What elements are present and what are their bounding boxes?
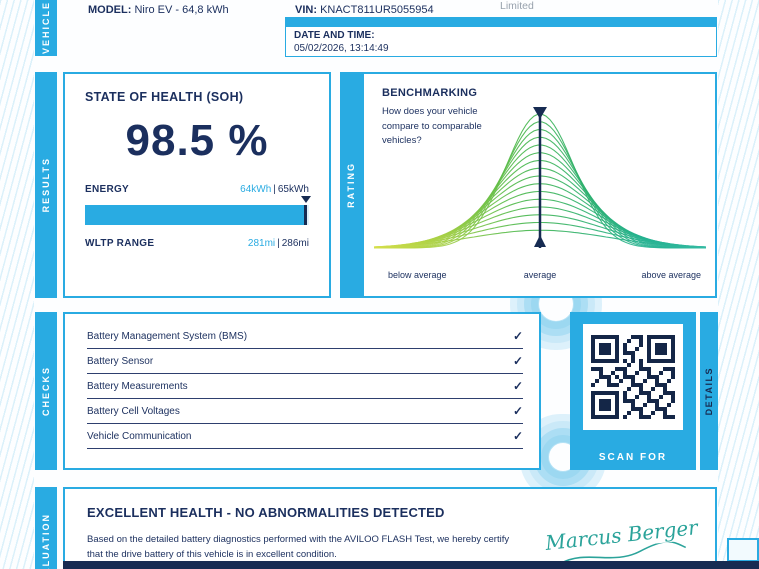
section-label-rating: RATING xyxy=(346,162,356,208)
wltp-max: 286mi xyxy=(281,238,309,249)
soh-card: STATE OF HEALTH (SOH) 98.5 % ENERGY 64kW… xyxy=(63,72,331,298)
signature: Marcus Berger xyxy=(544,515,701,569)
qr-code xyxy=(591,335,675,419)
axis-label-average: average xyxy=(523,270,557,280)
check-row: Vehicle Communication ✓ xyxy=(87,424,523,449)
benchmarking-subtitle-line: How does your vehicle xyxy=(382,106,478,117)
corner-stamp xyxy=(727,538,759,562)
qr-block: SCAN FOR xyxy=(570,312,696,470)
energy-row: ENERGY 64kWh | 65kWh xyxy=(85,184,309,195)
check-label: Battery Cell Voltages xyxy=(87,405,180,417)
check-row: Battery Management System (BMS) ✓ xyxy=(87,324,523,349)
footer-strip xyxy=(63,561,759,569)
section-label-vehicle: VEHICLE xyxy=(41,1,51,55)
check-icon: ✓ xyxy=(512,329,523,343)
checks-card: Battery Management System (BMS) ✓ Batter… xyxy=(63,312,541,470)
check-icon: ✓ xyxy=(512,429,523,443)
date-accent-strip xyxy=(285,17,717,26)
soh-value: 98.5 % xyxy=(125,116,269,165)
evaluation-heading: EXCELLENT HEALTH - NO ABNORMALITIES DETE… xyxy=(87,505,445,520)
wltp-current: 281mi xyxy=(247,238,276,249)
section-bar-vehicle: VEHICLE xyxy=(35,0,57,56)
soh-title: STATE OF HEALTH (SOH) xyxy=(85,90,244,104)
axis-label-below-average: below average xyxy=(388,270,447,280)
wltp-label: WLTP RANGE xyxy=(85,238,155,249)
benchmarking-title: BENCHMARKING xyxy=(382,87,478,99)
partner-name-suffix: Limited xyxy=(500,0,534,12)
soh-bar-fill xyxy=(85,205,306,225)
date-time-box: DATE AND TIME: 05/02/2026, 13:14:49 xyxy=(285,26,717,57)
section-bar-details: DETAILS xyxy=(700,312,718,470)
datetime-value: 05/02/2026, 13:14:49 xyxy=(294,43,389,54)
wltp-values: 281mi | 286mi xyxy=(248,238,309,249)
check-icon: ✓ xyxy=(512,379,523,393)
vin-label: VIN: xyxy=(295,4,317,16)
check-row: Battery Measurements ✓ xyxy=(87,374,523,399)
benchmark-curve xyxy=(373,107,707,249)
wltp-separator: | xyxy=(277,238,280,249)
axis-label-above-average: above average xyxy=(641,270,701,280)
energy-current: 64kWh xyxy=(240,184,272,195)
energy-values: 64kWh | 65kWh xyxy=(240,184,309,195)
check-row: Battery Cell Voltages ✓ xyxy=(87,399,523,424)
qr-frame xyxy=(583,324,683,430)
details-label: DETAILS xyxy=(704,366,714,416)
average-marker xyxy=(533,107,547,248)
energy-separator: | xyxy=(273,184,276,195)
evaluation-body: Based on the detailed battery diagnostic… xyxy=(87,534,510,560)
benchmarking-subtitle-line: vehicles? xyxy=(382,135,422,147)
soh-bar-marker-line xyxy=(303,205,307,225)
datetime-label: DATE AND TIME: xyxy=(294,30,375,41)
wltp-row: WLTP RANGE 281mi | 286mi xyxy=(85,238,309,249)
model-label: MODEL: xyxy=(88,4,132,16)
energy-label: ENERGY xyxy=(85,184,130,195)
benchmarking-subtitle: How does your vehicle compare to compara… xyxy=(382,105,482,149)
benchmarking-subtitle-line: compare to comparable xyxy=(382,120,482,132)
check-icon: ✓ xyxy=(512,354,523,368)
evaluation-card: EXCELLENT HEALTH - NO ABNORMALITIES DETE… xyxy=(63,487,717,569)
section-bar-results: RESULTS xyxy=(35,72,57,298)
check-icon: ✓ xyxy=(512,404,523,418)
check-label: Battery Sensor xyxy=(87,355,154,367)
vin-line: VIN: KNACT811UR5055954 xyxy=(295,4,434,16)
check-label: Vehicle Communication xyxy=(87,430,192,442)
scan-for-label: SCAN FOR xyxy=(598,452,668,463)
section-bar-rating: RATING xyxy=(340,72,362,298)
check-label: Battery Management System (BMS) xyxy=(87,330,248,342)
wave-pattern-left xyxy=(0,0,34,569)
section-label-evaluation: EVALUATION xyxy=(41,513,51,569)
benchmarking-card: BENCHMARKING How does your vehicle compa… xyxy=(362,72,717,298)
check-row: Battery Sensor ✓ xyxy=(87,349,523,374)
check-label: Battery Measurements xyxy=(87,380,188,392)
soh-progress-bar xyxy=(85,196,311,225)
signature-flourish xyxy=(560,540,687,565)
section-label-checks: CHECKS xyxy=(41,365,51,416)
vin-value: KNACT811UR5055954 xyxy=(320,4,434,16)
energy-max: 65kWh xyxy=(277,184,309,195)
section-bar-checks: CHECKS xyxy=(35,312,57,470)
section-label-results: RESULTS xyxy=(41,157,51,213)
section-bar-evaluation: EVALUATION xyxy=(35,487,57,569)
soh-bar-caret xyxy=(300,196,311,208)
model-value: Niro EV - 64,8 kWh xyxy=(134,4,229,16)
wave-pattern-right xyxy=(718,0,759,569)
model-line: MODEL: Niro EV - 64,8 kWh xyxy=(88,4,229,16)
